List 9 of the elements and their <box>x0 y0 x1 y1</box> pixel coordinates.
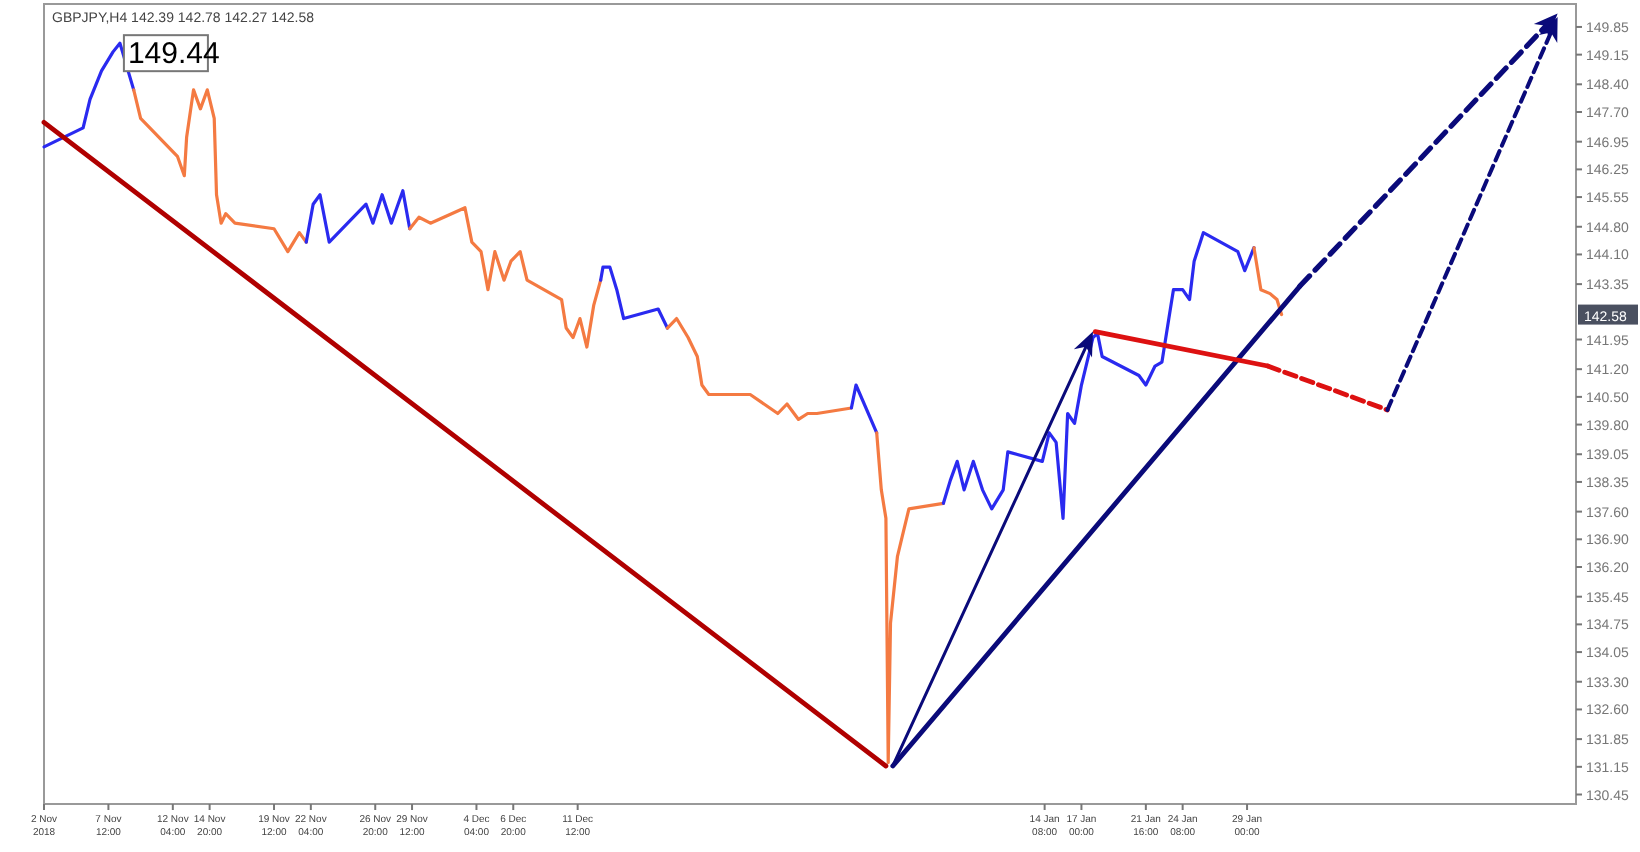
line-series <box>875 431 946 765</box>
line-series <box>304 189 412 244</box>
line-series <box>665 316 854 422</box>
line-series <box>132 88 308 254</box>
line-series <box>1252 246 1284 317</box>
line-series <box>599 265 669 330</box>
line-series <box>408 206 603 349</box>
annotation: 149.44 <box>127 37 220 72</box>
line-series <box>941 231 1256 520</box>
